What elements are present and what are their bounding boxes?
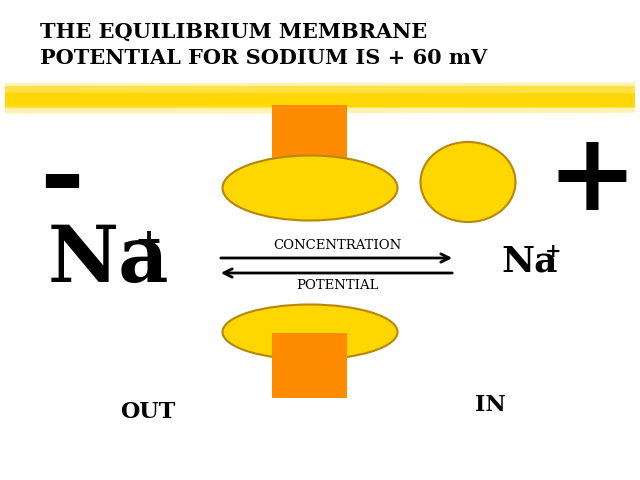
Text: +: +: [547, 127, 637, 233]
Text: IN: IN: [475, 394, 506, 416]
Text: POTENTIAL: POTENTIAL: [296, 279, 378, 292]
Text: -: -: [40, 127, 84, 233]
Text: CONCENTRATION: CONCENTRATION: [273, 239, 401, 252]
Ellipse shape: [223, 304, 397, 360]
Text: +: +: [545, 243, 561, 261]
Text: Na: Na: [47, 222, 169, 298]
Bar: [272, 105, 347, 162]
Ellipse shape: [223, 156, 397, 220]
Text: POTENTIAL FOR SODIUM IS + 60 mV: POTENTIAL FOR SODIUM IS + 60 mV: [40, 48, 487, 68]
Bar: [272, 333, 347, 398]
Text: Na: Na: [502, 245, 558, 279]
Text: OUT: OUT: [120, 401, 176, 423]
Text: THE EQUILIBRIUM MEMBRANE: THE EQUILIBRIUM MEMBRANE: [40, 22, 428, 42]
Text: +: +: [134, 226, 162, 259]
Ellipse shape: [420, 142, 515, 222]
